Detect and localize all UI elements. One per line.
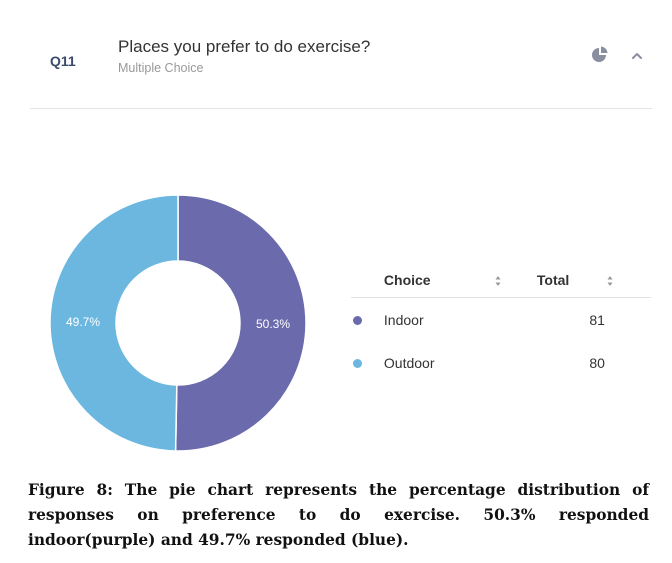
legend-dot: [353, 315, 362, 325]
question-title: Places you prefer to do exercise?: [118, 37, 371, 56]
table-row: Outdoor 80: [351, 341, 651, 384]
choices-table: Choice Total Indoor 81: [351, 262, 651, 384]
table-row: Indoor 81: [351, 298, 651, 342]
header-divider: [30, 108, 652, 109]
slice-indoor[interactable]: [174, 194, 307, 452]
slice-outdoor[interactable]: [49, 194, 179, 452]
chevron-up-icon[interactable]: [630, 50, 644, 62]
pie-chart-icon[interactable]: [591, 46, 609, 64]
choice-column-header[interactable]: Choice: [382, 262, 494, 298]
total-column-header[interactable]: Total: [535, 262, 606, 298]
total-cell: 80: [589, 354, 605, 371]
choice-cell: Indoor: [383, 311, 424, 328]
sort-icon[interactable]: [495, 275, 501, 287]
donut-chart: 50.3% 49.7%: [49, 194, 307, 452]
table-header-row: Choice Total: [351, 262, 651, 298]
slice-label-indoor: 50.3%: [256, 317, 290, 331]
choice-cell: Outdoor: [383, 354, 435, 371]
total-cell: 81: [589, 311, 605, 328]
figure-caption: Figure 8: The pie chart represents the p…: [28, 481, 649, 549]
total-header-label: Total: [536, 271, 570, 288]
slice-label-outdoor: 49.7%: [66, 315, 100, 329]
question-number: Q11: [50, 53, 76, 69]
sort-icon[interactable]: [607, 275, 613, 287]
choice-header-label: Choice: [383, 271, 431, 288]
question-type: Multiple Choice: [118, 61, 204, 75]
legend-dot: [353, 358, 362, 368]
